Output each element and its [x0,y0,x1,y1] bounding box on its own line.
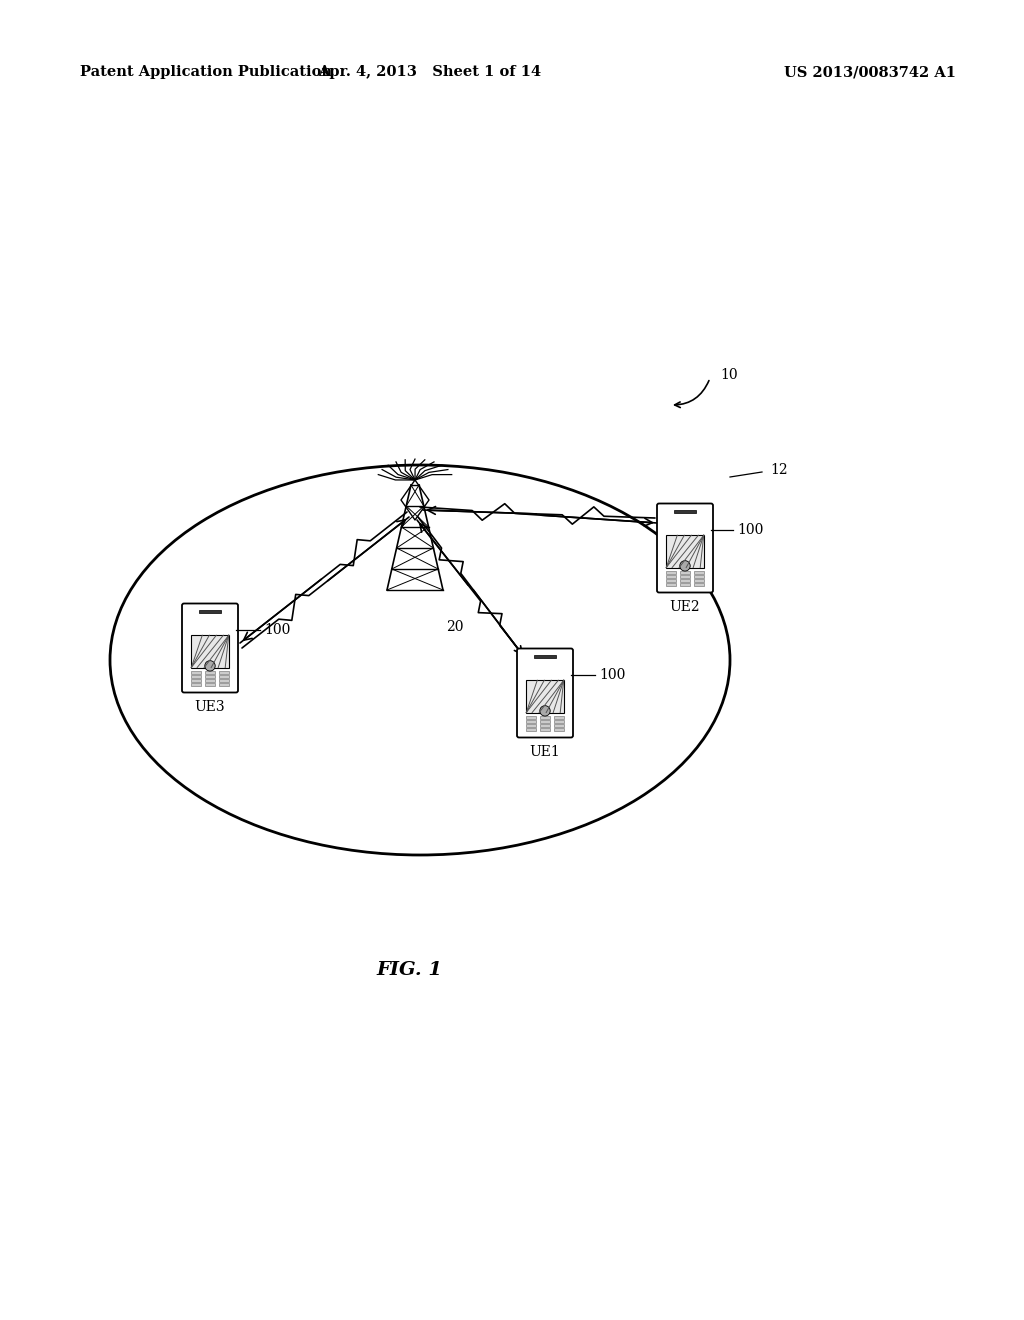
Bar [526,721,537,723]
Bar [190,680,202,682]
Text: UE3: UE3 [195,700,225,714]
Bar [693,576,703,578]
Text: US 2013/0083742 A1: US 2013/0083742 A1 [784,65,956,79]
Bar [526,725,537,727]
Bar [191,635,228,668]
Bar [205,684,215,686]
Circle shape [540,706,550,715]
Bar [540,725,550,727]
Text: 12: 12 [770,463,787,477]
Bar [535,655,556,659]
Text: UE2: UE2 [670,601,700,614]
Bar [526,729,537,731]
Bar [190,676,202,678]
Bar [205,676,215,678]
Bar [680,583,690,586]
Bar [666,583,676,586]
Bar [205,680,215,682]
Bar [205,672,215,675]
Bar [540,721,550,723]
Text: 100: 100 [737,523,763,537]
Bar [540,717,550,719]
Bar [190,684,202,686]
Bar [680,576,690,578]
Bar [666,576,676,578]
FancyBboxPatch shape [657,503,713,593]
Circle shape [680,561,690,572]
Bar [554,729,564,731]
Bar [554,725,564,727]
Text: 20: 20 [446,620,464,634]
Bar [218,684,229,686]
FancyBboxPatch shape [517,648,573,738]
Text: 10: 10 [720,368,737,381]
Text: FIG. 1: FIG. 1 [377,961,442,979]
Bar [218,672,229,675]
Text: UE1: UE1 [529,744,560,759]
Text: Patent Application Publication: Patent Application Publication [80,65,332,79]
Bar [666,579,676,582]
Bar [680,572,690,574]
Bar [554,721,564,723]
Bar [666,572,676,574]
Bar [199,610,221,614]
Bar [218,676,229,678]
Bar [674,510,696,513]
Bar [540,729,550,731]
Circle shape [205,660,215,671]
Text: 100: 100 [264,623,291,638]
Bar [526,680,564,713]
Bar [667,535,703,568]
Bar [190,672,202,675]
Bar [693,583,703,586]
Bar [680,579,690,582]
Text: Apr. 4, 2013   Sheet 1 of 14: Apr. 4, 2013 Sheet 1 of 14 [318,65,542,79]
FancyBboxPatch shape [182,603,238,693]
Bar [693,579,703,582]
Bar [526,717,537,719]
Text: 100: 100 [599,668,626,682]
Bar [218,680,229,682]
Bar [693,572,703,574]
Bar [554,717,564,719]
